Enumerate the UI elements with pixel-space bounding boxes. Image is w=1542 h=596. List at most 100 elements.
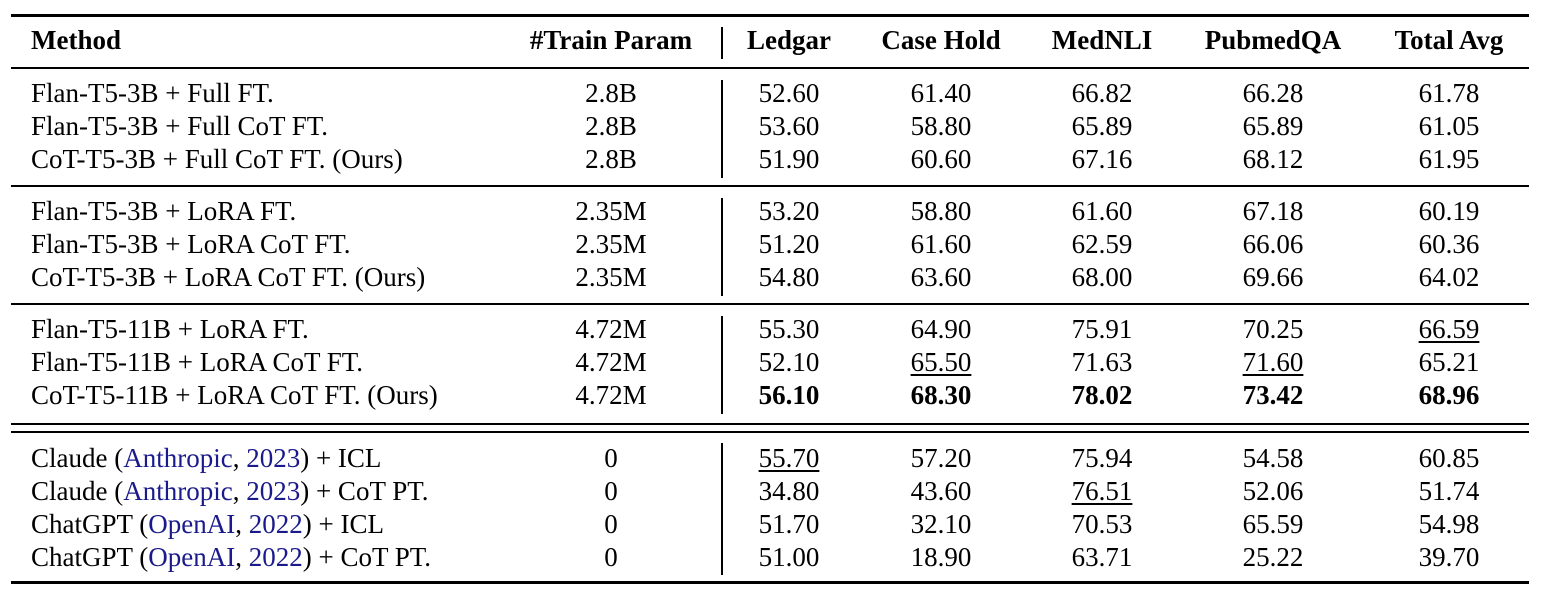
case-hold-cell: 57.20 xyxy=(910,443,972,473)
table-row: CoT-T5-3B + LoRA CoT FT. (Ours) 2.35M 54.8… xyxy=(0,260,1542,294)
method-text: ) + ICL xyxy=(302,509,384,539)
train-param-cell: 4.72M xyxy=(575,314,647,344)
method-cell: CoT-T5-3B + LoRA CoT FT. (Ours) xyxy=(31,260,425,294)
train-param-cell: 4.72M xyxy=(575,347,647,377)
case-hold-cell: 58.80 xyxy=(910,111,972,141)
ledgar-cell: 54.80 xyxy=(758,262,820,292)
citation-link: 2023 xyxy=(246,443,301,473)
table-row: ChatGPT (OpenAI, 2022) + CoT PT. 0 51.00 18… xyxy=(0,540,1542,574)
method-cell: Flan-T5-3B + LoRA CoT FT. xyxy=(31,227,351,261)
ledgar-cell: 34.80 xyxy=(758,476,820,506)
ledgar-cell: 51.00 xyxy=(758,542,820,572)
table-row: CoT-T5-3B + Full CoT FT. (Ours) 2.8B 51.90… xyxy=(0,142,1542,176)
top-rule xyxy=(11,14,1529,17)
mednli-cell: 70.53 xyxy=(1071,509,1133,539)
ledgar-cell: 53.20 xyxy=(758,196,820,226)
mednli-cell: 66.82 xyxy=(1071,78,1133,108)
table-row: Flan-T5-3B + LoRA CoT FT. 2.35M 51.20 61.60… xyxy=(0,227,1542,261)
header-rule xyxy=(11,67,1529,69)
method-text: ) + CoT PT. xyxy=(302,542,431,572)
citation-link: Anthropic xyxy=(123,476,233,506)
case-hold-cell: 63.60 xyxy=(910,262,972,292)
total-avg-cell: 54.98 xyxy=(1418,509,1480,539)
citation-link: 2023 xyxy=(246,476,301,506)
pubmedqa-cell: 71.60 xyxy=(1242,347,1304,377)
method-cell: CoT-T5-3B + Full CoT FT. (Ours) xyxy=(31,142,403,176)
header-method: Method xyxy=(31,25,121,55)
method-text: Claude ( xyxy=(31,443,124,473)
pubmedqa-cell: 68.12 xyxy=(1242,144,1304,174)
total-avg-cell: 61.78 xyxy=(1418,78,1480,108)
ledgar-cell: 55.30 xyxy=(758,314,820,344)
total-avg-cell: 68.96 xyxy=(1418,380,1480,410)
table-row: Flan-T5-3B + LoRA FT. 2.35M 53.20 58.80 61.6… xyxy=(0,194,1542,228)
mednli-cell: 75.91 xyxy=(1071,314,1133,344)
method-text: Flan-T5-3B + Full CoT FT. xyxy=(31,111,328,141)
train-param-cell: 4.72M xyxy=(575,380,647,410)
case-hold-cell: 68.30 xyxy=(910,380,972,410)
total-avg-cell: 51.74 xyxy=(1418,476,1480,506)
method-text: Flan-T5-11B + LoRA FT. xyxy=(31,314,309,344)
total-avg-cell: 60.36 xyxy=(1418,229,1480,259)
method-cell: Claude (Anthropic, 2023) + ICL xyxy=(31,441,381,475)
citation-link: 2022 xyxy=(248,542,303,572)
case-hold-cell: 61.40 xyxy=(910,78,972,108)
total-avg-cell: 61.95 xyxy=(1418,144,1480,174)
header-case-hold: Case Hold xyxy=(881,25,1001,55)
bottom-rule xyxy=(11,581,1529,584)
table-row: CoT-T5-11B + LoRA CoT FT. (Ours) 4.72M 56.… xyxy=(0,378,1542,412)
total-avg-cell: 64.02 xyxy=(1418,262,1480,292)
method-text: Flan-T5-11B + LoRA CoT FT. xyxy=(31,347,363,377)
ledgar-cell: 51.70 xyxy=(758,509,820,539)
method-text: , xyxy=(232,476,247,506)
mednli-cell: 76.51 xyxy=(1071,476,1133,506)
method-text: Flan-T5-3B + Full FT. xyxy=(31,78,274,108)
citation-link: OpenAI xyxy=(148,509,236,539)
table-row: ChatGPT (OpenAI, 2022) + ICL 0 51.70 32.10 7… xyxy=(0,507,1542,541)
table-row: Claude (Anthropic, 2023) + ICL 0 55.70 57.2… xyxy=(0,441,1542,475)
pubmedqa-cell: 70.25 xyxy=(1242,314,1304,344)
group-rule-1 xyxy=(11,185,1529,187)
method-text: CoT-T5-3B + Full CoT FT. (Ours) xyxy=(31,144,403,174)
total-avg-cell: 60.85 xyxy=(1418,443,1480,473)
mednli-cell: 75.94 xyxy=(1071,443,1133,473)
train-param-cell: 0 xyxy=(604,542,618,572)
total-avg-cell: 66.59 xyxy=(1418,314,1480,344)
group-rule-3a xyxy=(11,423,1529,425)
method-text: ) + CoT PT. xyxy=(300,476,429,506)
method-text: ChatGPT ( xyxy=(31,542,149,572)
method-text: , xyxy=(235,509,249,539)
train-param-cell: 2.8B xyxy=(585,78,637,108)
mednli-cell: 65.89 xyxy=(1071,111,1133,141)
pubmedqa-cell: 25.22 xyxy=(1242,542,1304,572)
train-param-cell: 2.35M xyxy=(575,229,647,259)
pubmedqa-cell: 65.89 xyxy=(1242,111,1304,141)
pubmedqa-cell: 66.28 xyxy=(1242,78,1304,108)
case-hold-cell: 32.10 xyxy=(910,509,972,539)
method-cell: Flan-T5-11B + LoRA FT. xyxy=(31,312,309,346)
method-cell: Flan-T5-3B + Full CoT FT. xyxy=(31,109,328,143)
method-cell: Flan-T5-3B + LoRA FT. xyxy=(31,194,296,228)
method-text: Flan-T5-3B + LoRA FT. xyxy=(31,196,297,226)
case-hold-cell: 58.80 xyxy=(910,196,972,226)
pubmedqa-cell: 69.66 xyxy=(1242,262,1304,292)
method-text: Claude ( xyxy=(31,476,124,506)
table-row: Claude (Anthropic, 2023) + CoT PT. 0 34.80… xyxy=(0,474,1542,508)
citation-link: Anthropic xyxy=(123,443,233,473)
train-param-cell: 0 xyxy=(604,509,618,539)
ledgar-cell: 51.20 xyxy=(758,229,820,259)
method-cell: ChatGPT (OpenAI, 2022) + CoT PT. xyxy=(31,540,431,574)
case-hold-cell: 61.60 xyxy=(910,229,972,259)
ledgar-cell: 52.60 xyxy=(758,78,820,108)
train-param-cell: 2.35M xyxy=(575,262,647,292)
total-avg-cell: 60.19 xyxy=(1418,196,1480,226)
group-rule-3b xyxy=(11,431,1529,433)
method-text: , xyxy=(235,542,249,572)
pubmedqa-cell: 73.42 xyxy=(1242,380,1304,410)
group-separator-3 xyxy=(721,316,723,414)
ledgar-cell: 52.10 xyxy=(758,347,820,377)
train-param-cell: 0 xyxy=(604,443,618,473)
group-separator-1 xyxy=(721,80,723,178)
total-avg-cell: 65.21 xyxy=(1418,347,1480,377)
header-total-avg: Total Avg xyxy=(1394,25,1504,55)
